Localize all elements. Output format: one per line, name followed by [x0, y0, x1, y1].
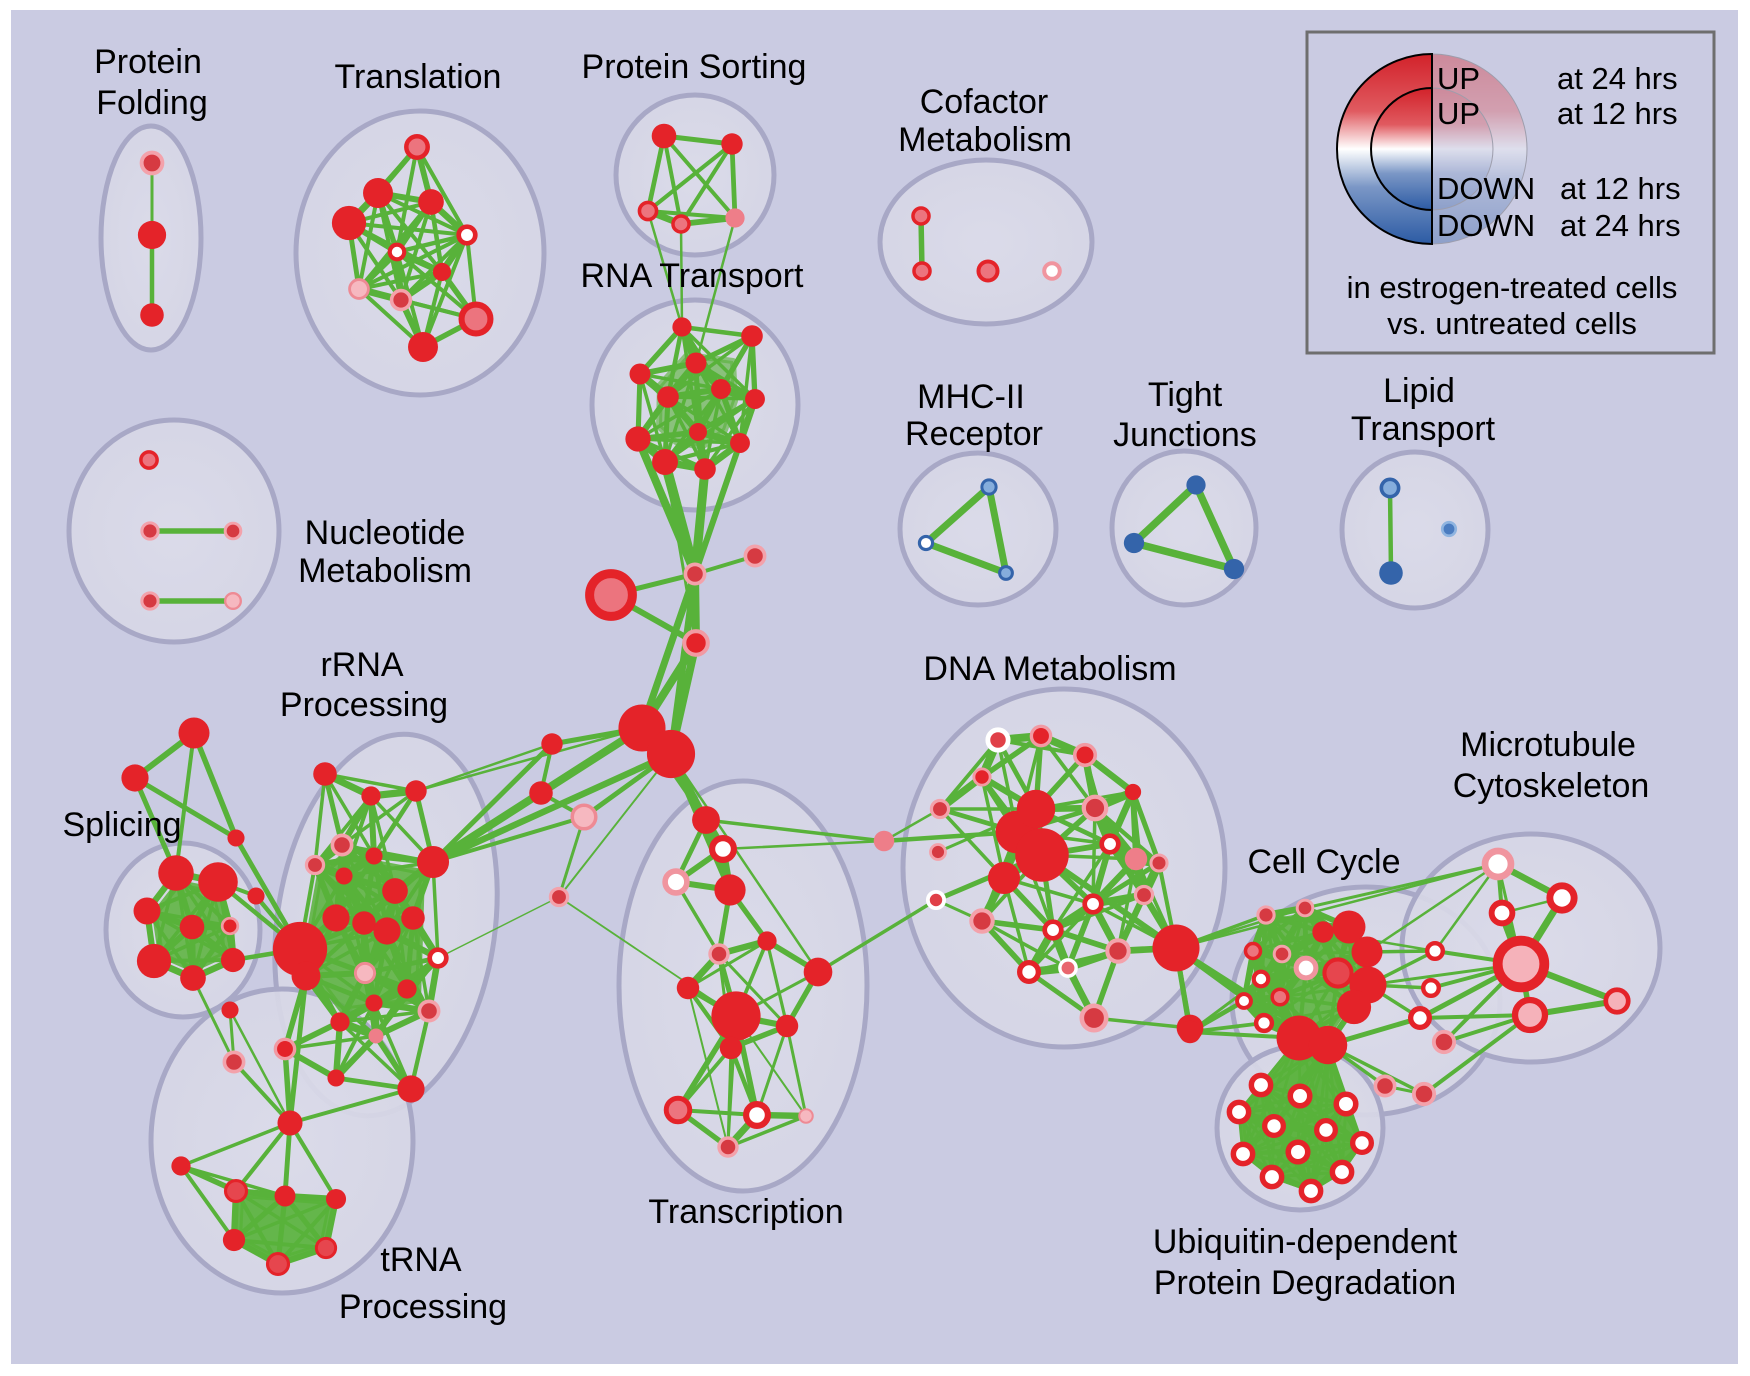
svg-text:at 12 hrs: at 12 hrs	[1560, 171, 1681, 206]
svg-text:Metabolism: Metabolism	[298, 552, 472, 590]
svg-text:Metabolism: Metabolism	[898, 121, 1072, 159]
svg-text:at 24 hrs: at 24 hrs	[1557, 61, 1678, 96]
svg-text:at 12 hrs: at 12 hrs	[1557, 96, 1678, 131]
svg-text:DOWN: DOWN	[1437, 208, 1535, 243]
svg-text:RNA Transport: RNA Transport	[581, 257, 805, 295]
svg-text:Cell Cycle: Cell Cycle	[1247, 843, 1400, 881]
svg-text:Junctions: Junctions	[1113, 416, 1257, 454]
svg-text:DOWN: DOWN	[1437, 171, 1535, 206]
svg-text:Processing: Processing	[280, 686, 448, 724]
svg-text:DNA Metabolism: DNA Metabolism	[923, 650, 1176, 688]
svg-text:Splicing: Splicing	[62, 806, 181, 844]
svg-text:tRNA: tRNA	[380, 1241, 462, 1279]
svg-text:Folding: Folding	[96, 84, 208, 122]
svg-text:UP: UP	[1437, 61, 1480, 96]
svg-text:Processing: Processing	[339, 1288, 507, 1326]
svg-text:MHC-II: MHC-II	[917, 378, 1025, 416]
svg-text:Ubiquitin-dependent: Ubiquitin-dependent	[1153, 1223, 1458, 1261]
svg-text:Protein Sorting: Protein Sorting	[582, 48, 807, 86]
svg-text:Lipid: Lipid	[1383, 372, 1455, 410]
svg-text:Tight: Tight	[1148, 376, 1223, 414]
svg-text:UP: UP	[1437, 96, 1480, 131]
svg-text:Translation: Translation	[335, 58, 502, 96]
svg-text:at 24 hrs: at 24 hrs	[1560, 208, 1681, 243]
svg-text:Protein: Protein	[94, 43, 202, 81]
svg-text:Receptor: Receptor	[905, 415, 1043, 453]
svg-text:vs. untreated cells: vs. untreated cells	[1387, 306, 1637, 341]
svg-text:Transport: Transport	[1351, 410, 1496, 448]
svg-text:in estrogen-treated cells: in estrogen-treated cells	[1347, 270, 1678, 305]
svg-text:Microtubule: Microtubule	[1460, 726, 1636, 764]
svg-text:Protein Degradation: Protein Degradation	[1154, 1264, 1456, 1302]
svg-text:Nucleotide: Nucleotide	[305, 514, 466, 552]
svg-text:rRNA: rRNA	[320, 646, 403, 684]
svg-text:Transcription: Transcription	[648, 1193, 843, 1231]
svg-text:Cytoskeleton: Cytoskeleton	[1453, 767, 1650, 805]
svg-text:Cofactor: Cofactor	[920, 83, 1049, 121]
